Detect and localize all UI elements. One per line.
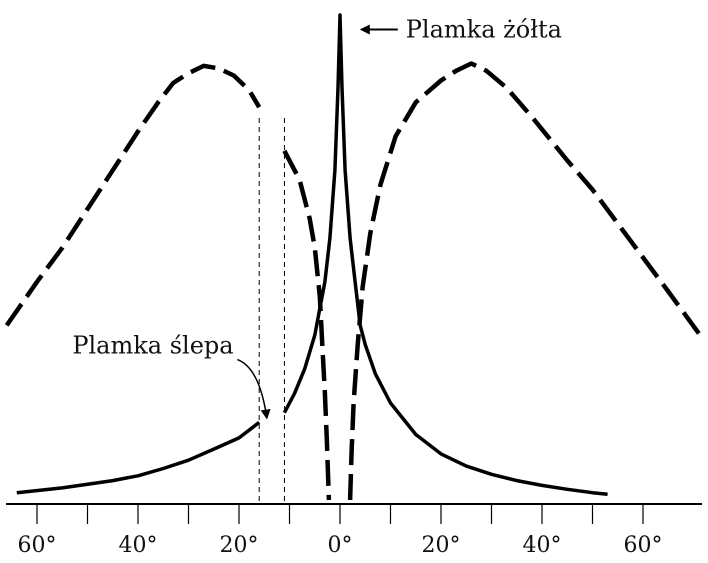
x-tick-label: 20° [422,533,461,558]
macula-label: Plamka żółta [406,16,562,44]
cones-curve-segment [16,421,261,495]
x-tick-label: 0° [328,533,353,558]
x-tick-label: 20° [220,533,259,558]
cones-curve-segment [282,13,608,496]
x-tick-label: 60° [18,533,57,558]
x-axis-ticks: 60° 40° 20° 0° 20° 40° 60° [18,504,663,558]
annotations: Plamka żółta Plamka ślepa [72,16,562,420]
cones-curve [16,13,608,496]
x-tick-label: 40° [523,533,562,558]
x-tick-label: 40° [119,533,158,558]
x-tick-label: 60° [624,533,663,558]
blind-spot-arrow-icon [237,358,271,420]
rods-curve-segment [4,63,262,327]
blind-spot-lines [258,118,285,504]
rods-curve-segment [347,61,706,501]
blind-spot-label: Plamka ślepa [72,332,233,360]
series-layer [4,13,706,501]
rods-curve [4,61,706,501]
rods-curve-segment [282,149,332,501]
